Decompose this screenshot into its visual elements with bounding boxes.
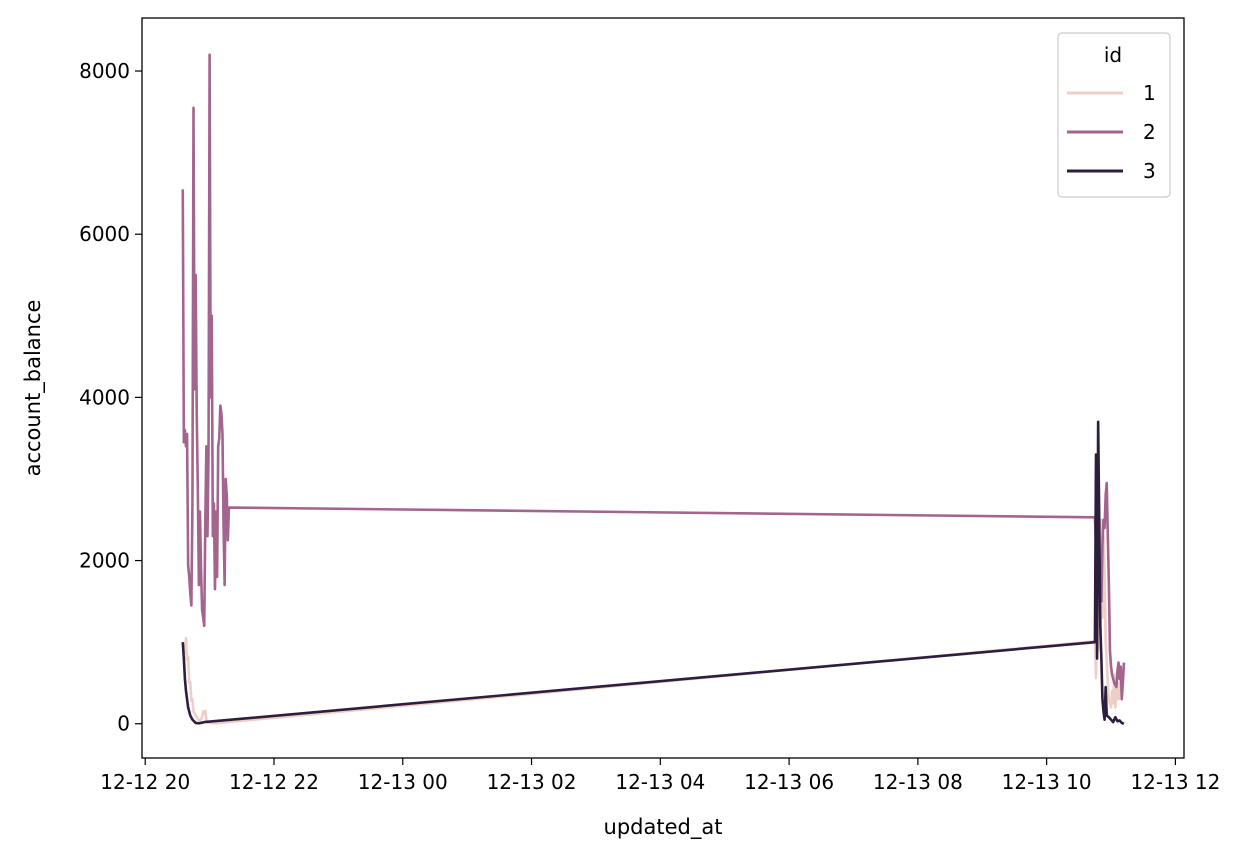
series-layer: [181, 53, 1126, 725]
y-tick-label: 6000: [79, 222, 130, 246]
x-tick-label: 12-12 20: [100, 770, 190, 794]
series-2-line: [181, 53, 1126, 701]
x-tick-label: 12-13 08: [873, 770, 963, 794]
x-axis-label: updated_at: [604, 815, 723, 840]
x-tick-label: 12-13 02: [487, 770, 577, 794]
x-axis: 12-12 20 12-12 22 12-13 00 12-13 02 12-13 04…: [100, 758, 1220, 794]
y-axis-label: account_balance: [21, 300, 46, 477]
series-3-line: [181, 420, 1125, 725]
y-tick-label: 2000: [79, 549, 130, 573]
x-tick-label: 12-13 00: [358, 770, 448, 794]
legend-label-1: 1: [1143, 81, 1156, 105]
y-tick-label: 0: [117, 712, 130, 736]
plot-frame: [141, 17, 1185, 759]
legend-title: id: [1104, 43, 1122, 67]
y-tick-label: 8000: [79, 59, 130, 83]
x-tick-label: 12-13 12: [1130, 770, 1220, 794]
series-1-line: [181, 518, 1126, 725]
legend-label-2: 2: [1143, 120, 1156, 144]
x-tick-label: 12-13 04: [615, 770, 705, 794]
x-tick-label: 12-12 22: [229, 770, 319, 794]
legend-label-3: 3: [1143, 159, 1156, 183]
legend-box: [1057, 32, 1171, 198]
y-axis: 0 2000 4000 6000 8000: [79, 59, 142, 736]
x-tick-label: 12-13 10: [1002, 770, 1092, 794]
x-tick-label: 12-13 06: [744, 770, 834, 794]
legend: id 1 2 3: [1057, 32, 1171, 198]
y-tick-label: 4000: [79, 385, 130, 409]
